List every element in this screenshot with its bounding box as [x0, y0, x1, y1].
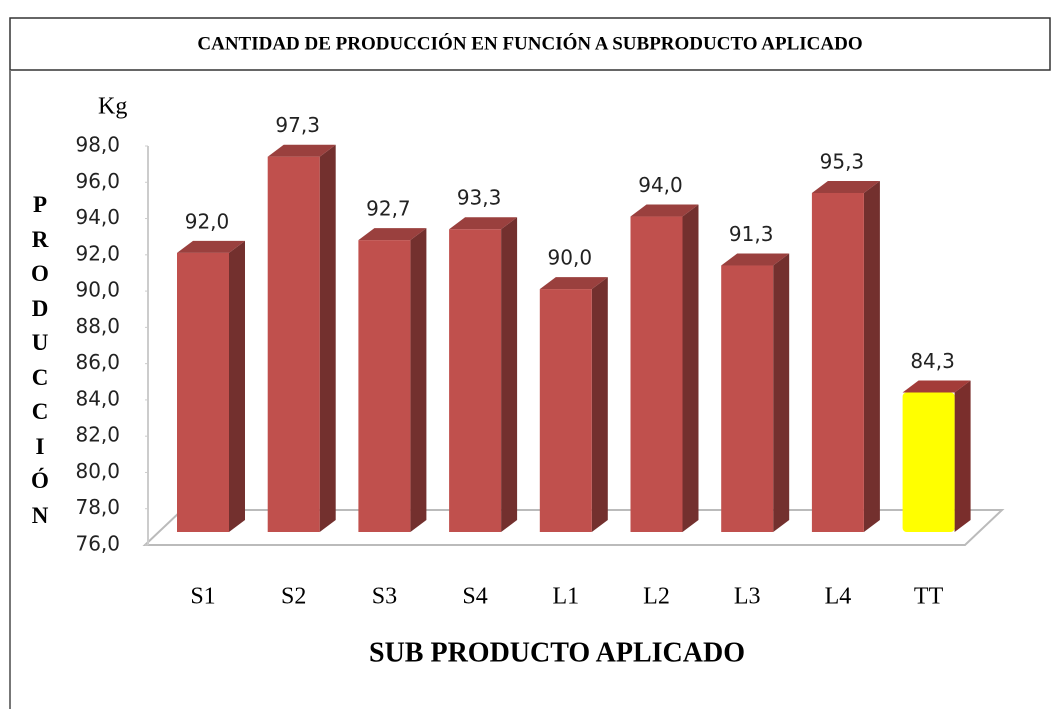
bar-top	[449, 217, 518, 230]
bar	[449, 229, 502, 532]
bar	[358, 240, 411, 532]
bar-top	[721, 253, 790, 266]
y-tick-label: 84,0	[75, 386, 120, 410]
x-tick-label: L4	[825, 584, 852, 610]
y-tick-label: 80,0	[75, 459, 120, 483]
y-tick-label: 78,0	[75, 495, 120, 519]
x-tick-label: L3	[734, 584, 761, 610]
bar	[267, 156, 320, 533]
y-axis-title: PRODUCCIÓN	[31, 192, 49, 528]
bar	[630, 216, 683, 532]
x-tick-label: S3	[372, 584, 397, 610]
bar-top	[539, 277, 608, 290]
value-label: 91,3	[729, 222, 774, 246]
bar-side	[773, 253, 790, 532]
chart-title: CANTIDAD DE PRODUCCIÓN EN FUNCIÓN A SUBP…	[197, 32, 862, 54]
bar-side	[319, 144, 336, 533]
y-tick-label: 96,0	[75, 169, 120, 193]
x-tick-label: L2	[643, 584, 670, 610]
bar-top	[630, 204, 699, 217]
bar-side	[591, 277, 608, 532]
title-box	[9, 17, 1051, 71]
value-label: 84,3	[910, 349, 955, 373]
value-label: 95,3	[820, 149, 865, 173]
bar	[721, 265, 774, 532]
value-label: 92,0	[185, 209, 230, 233]
bar	[902, 392, 955, 532]
y-tick-label: 82,0	[75, 423, 120, 447]
bar-top	[811, 180, 880, 193]
y-tick-label: 88,0	[75, 314, 120, 338]
x-tick-label: S2	[281, 584, 306, 610]
value-label: 90,0	[548, 246, 593, 270]
value-label: 93,3	[457, 186, 502, 210]
x-axis-title: SUB PRODUCTO APLICADO	[369, 637, 745, 668]
bar-top	[902, 380, 971, 393]
y-tick-label: 94,0	[75, 205, 120, 229]
bar-top	[358, 228, 427, 241]
bar	[177, 252, 229, 532]
value-label: 92,7	[366, 197, 411, 221]
value-label: 97,3	[275, 113, 320, 137]
x-tick-label: TT	[914, 584, 944, 610]
bar-top	[267, 144, 336, 157]
bar-side	[410, 228, 427, 532]
y-tick-label: 98,0	[75, 133, 120, 157]
unit-label: Kg	[98, 94, 127, 120]
bar-side	[863, 180, 880, 532]
x-tick-label: S1	[190, 584, 215, 610]
bar-side	[229, 240, 245, 532]
x-tick-label: S4	[462, 584, 487, 610]
bar	[811, 192, 864, 532]
y-tick-label: 76,0	[75, 532, 120, 556]
bar-side	[501, 217, 518, 532]
x-tick-label: L1	[552, 584, 579, 610]
y-tick-label: 90,0	[75, 278, 120, 302]
bar	[539, 289, 592, 532]
bar-side	[682, 204, 699, 532]
value-label: 94,0	[638, 173, 683, 197]
y-tick-label: 86,0	[75, 350, 120, 374]
y-tick-label: 92,0	[75, 241, 120, 265]
bar-top	[177, 240, 245, 253]
bar-side	[954, 380, 971, 532]
